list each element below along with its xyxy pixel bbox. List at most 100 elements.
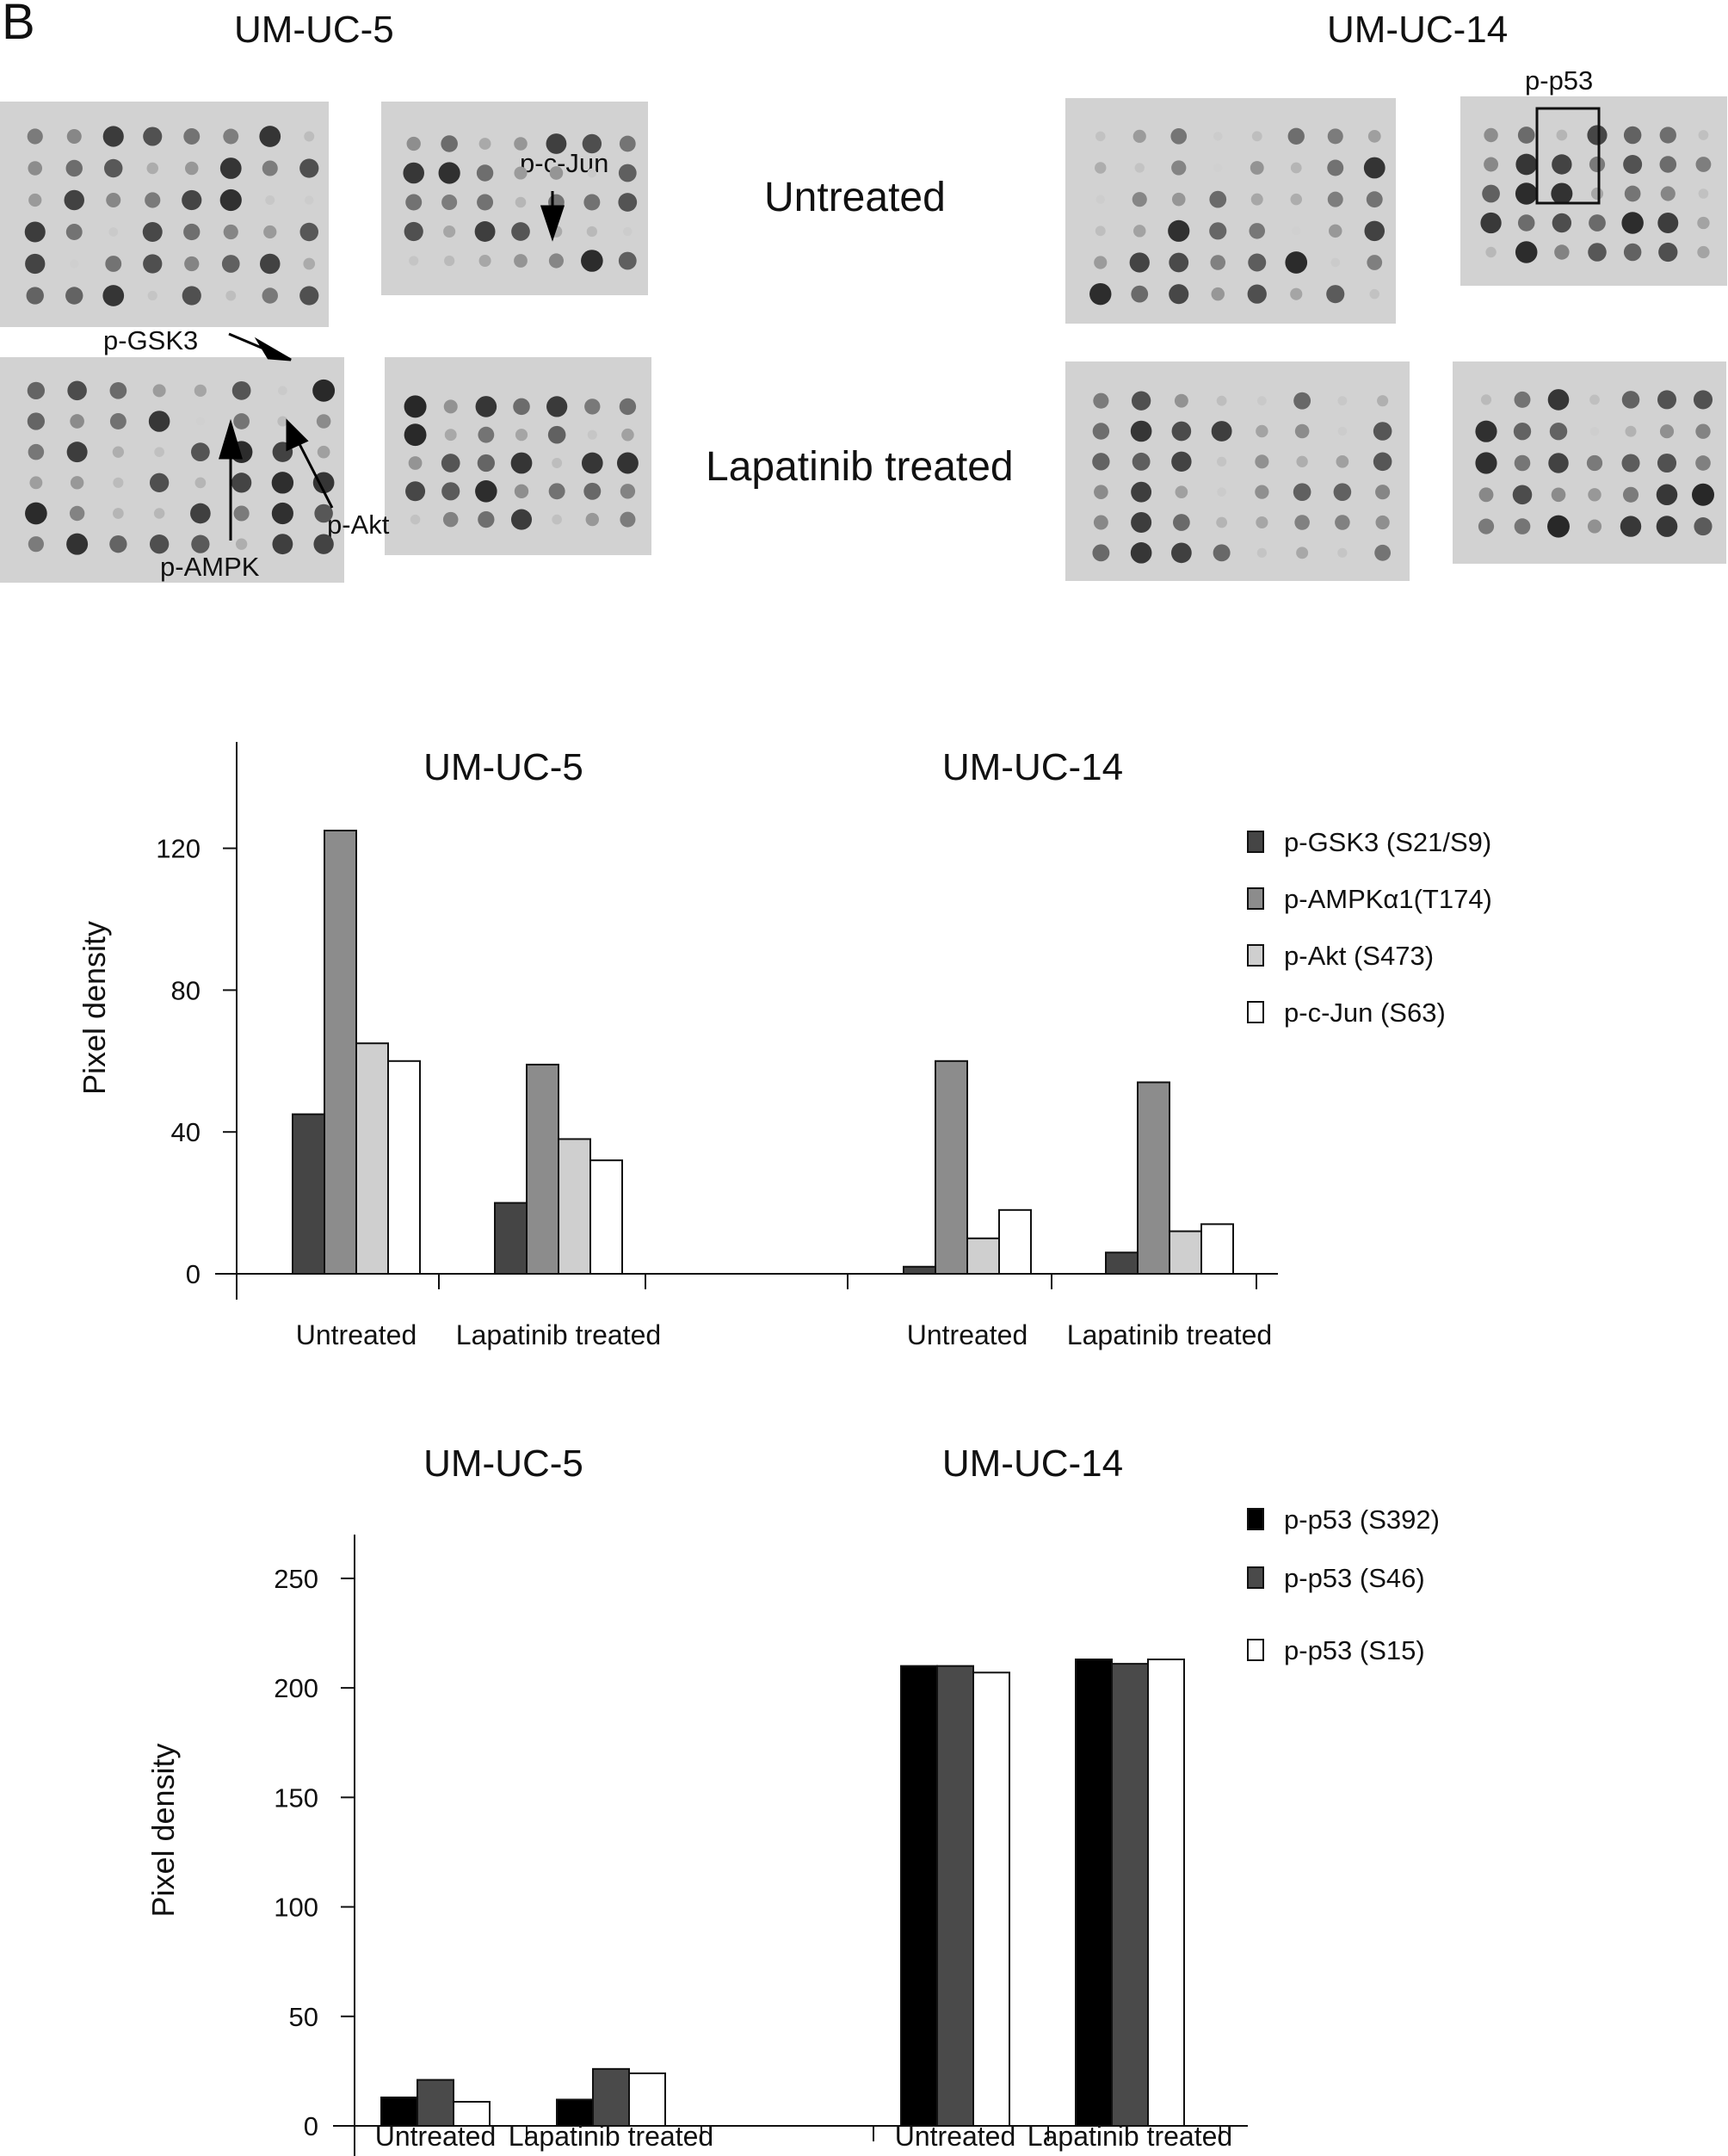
blot-dot [1551, 182, 1573, 205]
blot-dot [1698, 188, 1709, 199]
blot-dot [1290, 193, 1302, 206]
blot-dot [262, 160, 278, 176]
blot-dot [1478, 518, 1495, 534]
blot-dot [1131, 511, 1152, 534]
chart-bottom: 0 50 100 150 200 250 Pixel density UM-UC-5 UM-UC… [145, 1442, 1440, 2156]
blot-dot [1623, 155, 1643, 174]
blot-dot [1367, 255, 1383, 270]
bar [1105, 1251, 1139, 1276]
blot-dot [587, 429, 597, 440]
annotation-p-akt: p-Akt [327, 510, 390, 540]
blot-dot [183, 128, 201, 145]
blot-dot [313, 534, 334, 554]
blot-dot [303, 257, 316, 270]
blot-dot [618, 164, 637, 182]
blot-dot [552, 514, 562, 525]
bar [628, 2072, 666, 2128]
blot-dot [65, 287, 83, 305]
blot-dot [148, 411, 170, 432]
legend-label: p-GSK3 (S21/S9) [1284, 827, 1491, 857]
y-tick-label: 250 [274, 1564, 318, 1594]
blot-dot [1329, 224, 1342, 238]
blot-dot [109, 413, 127, 429]
blot-dot [1296, 547, 1309, 559]
bar [972, 1671, 1010, 2127]
blot-dot [304, 131, 315, 142]
blot-dot [1621, 212, 1644, 234]
blot-dot [278, 386, 287, 396]
blot-dot [1255, 485, 1269, 499]
blot-dot [305, 195, 314, 205]
blot-dot [1330, 257, 1341, 268]
blot-dot [1692, 483, 1714, 506]
blot-dot [143, 254, 163, 274]
blot-dot [583, 482, 602, 500]
blot-dot [194, 477, 207, 489]
blot-dot [1367, 129, 1381, 143]
blot-dot [1512, 485, 1533, 505]
legend-swatch [1247, 887, 1264, 910]
blot-dot [1285, 251, 1308, 274]
legend-label: p-p53 (S15) [1284, 1635, 1425, 1665]
blot-dot [1513, 423, 1532, 441]
blot-dot [584, 398, 601, 415]
blot-dot [1169, 284, 1189, 305]
blot-dot [182, 286, 201, 306]
p-p53-highlight-box [1535, 107, 1601, 205]
blot-dot [154, 447, 164, 457]
blot-dot [1364, 220, 1385, 242]
blot-dot [1656, 516, 1678, 537]
bar [558, 1138, 591, 1275]
blot-dot [1336, 454, 1349, 468]
bar [494, 1202, 528, 1275]
blot-dot [1369, 288, 1379, 300]
annotation-p-ampk: p-AMPK [160, 552, 260, 582]
blot-dot [108, 227, 119, 237]
panel-letter: B [2, 0, 35, 50]
blot-dot [619, 135, 636, 152]
blot-dot [1620, 516, 1642, 537]
blot-dot [1475, 420, 1497, 442]
blot-dot [1290, 287, 1303, 300]
blot-dot [1171, 542, 1192, 564]
blot-dot [1659, 424, 1675, 439]
blot-dot [1333, 483, 1352, 501]
blot-dot [1095, 162, 1107, 174]
blot-dot [1697, 216, 1710, 230]
blot-dot [1134, 163, 1145, 173]
blot-dot [1373, 422, 1392, 441]
blot-dot [583, 194, 601, 211]
blot-dot [1132, 129, 1146, 143]
blot-dot [29, 476, 43, 490]
blot-dot [27, 412, 45, 430]
blot-dot [1588, 488, 1601, 502]
bar [453, 2101, 491, 2127]
legend-swatch [1247, 944, 1264, 967]
chart-top-legend: p-GSK3 (S21/S9) p-AMPKα1(T174) p-Akt (S473… [1247, 827, 1492, 1028]
bar [966, 1237, 1000, 1275]
blot-dot [1657, 213, 1679, 233]
blot-dot [1250, 161, 1264, 175]
blot-dot [105, 256, 122, 272]
condition-label-untreated: Untreated [764, 175, 946, 220]
legend-label: p-p53 (S392) [1284, 1504, 1440, 1535]
blot-dot [441, 194, 458, 211]
blot-dot [1622, 486, 1639, 503]
bar [417, 2079, 454, 2127]
blot-dot [1170, 128, 1188, 145]
blot-dot [1480, 394, 1492, 405]
blot-dot [312, 379, 336, 402]
cell-line-title-umuc5: UM-UC-5 [234, 9, 394, 51]
blot-dot [183, 223, 201, 241]
blot-dot [143, 127, 163, 146]
blot-dot [184, 256, 200, 272]
blot-dot [616, 452, 639, 474]
blot-dot [1293, 483, 1311, 501]
blot-dot [142, 222, 163, 242]
blot-dot [231, 473, 252, 493]
bar [903, 1265, 936, 1276]
blot-dot [404, 395, 427, 418]
blot-dot [1216, 395, 1227, 406]
blot-dot [1213, 544, 1231, 562]
blot-dot [438, 162, 460, 184]
